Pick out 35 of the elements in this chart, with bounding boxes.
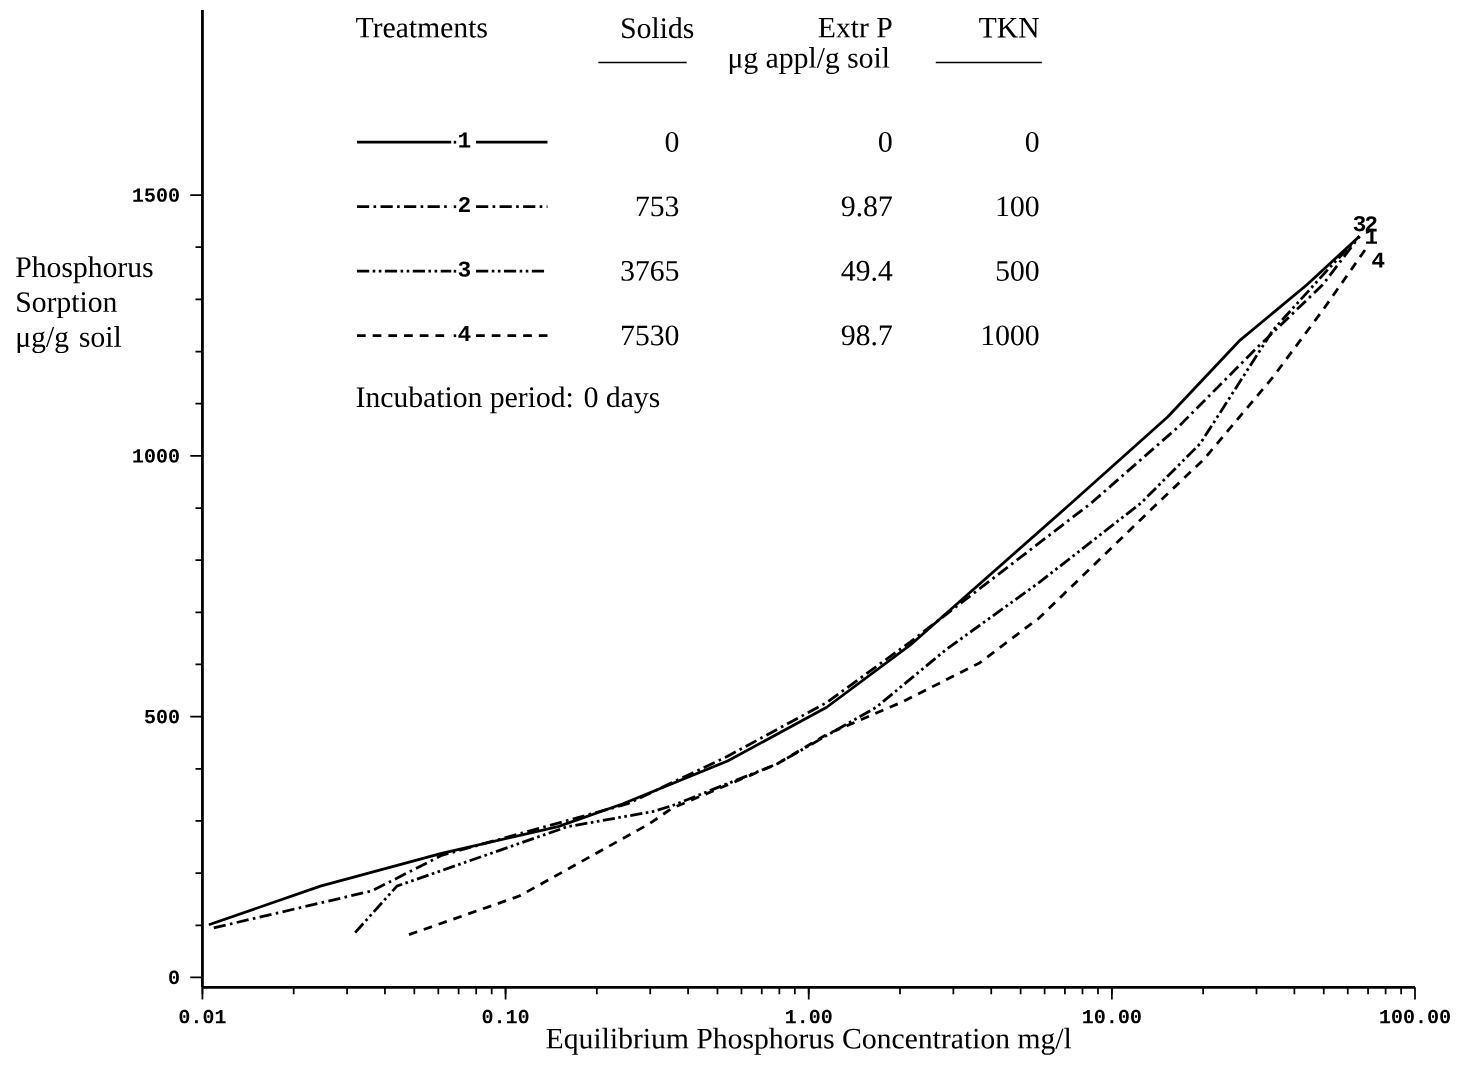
annotation: 3765 [621,261,679,282]
y-tick-label: 1500 [133,188,179,203]
y-tick-label: 0 [169,970,179,985]
annotation: Treatments [356,18,487,38]
x-axis-title: Equilibrium Phosphorus Concentration mg/l [546,1027,1072,1055]
annotation: μg appl/g soil [729,47,890,75]
x-tick-label: 0.10 [482,1009,529,1024]
text: 3 [1353,216,1366,232]
x-tick-label: 10.00 [1083,1009,1141,1024]
annotation: 500 [996,261,1039,282]
x-tick-label: 1.00 [785,1009,832,1024]
x-tick-label: 100.00 [1380,1009,1450,1024]
annotation: 0 [879,132,892,153]
legend-label: 2 [458,197,470,213]
annotation: Incubation period: 0 days [356,386,660,414]
annotation: 98.7 [841,325,892,346]
annotation: 100 [997,196,1039,217]
annotation: Solids [622,17,694,39]
x-tick-label: 0.01 [179,1009,226,1024]
annotation: 1000 [982,325,1039,346]
text: 4 [1372,252,1385,268]
annotation: Extr P [818,18,892,38]
annotation: 9.87 [841,196,892,217]
annotation: 753 [636,196,679,217]
annotation: 0 [665,132,679,153]
annotation: TKN [979,18,1039,38]
legend-label: 1 [459,132,471,148]
legend-label: 4 [458,326,471,342]
legend-label: 3 [458,261,471,277]
annotation: 49.4 [841,261,893,282]
annotation: 7530 [622,325,679,346]
y-tick-label: 1000 [133,449,179,463]
y-tick-label: 500 [144,710,179,724]
y-axis-title: Phosphorus Sorption μg/g soil [16,256,153,354]
annotation: 0 [1025,132,1039,153]
